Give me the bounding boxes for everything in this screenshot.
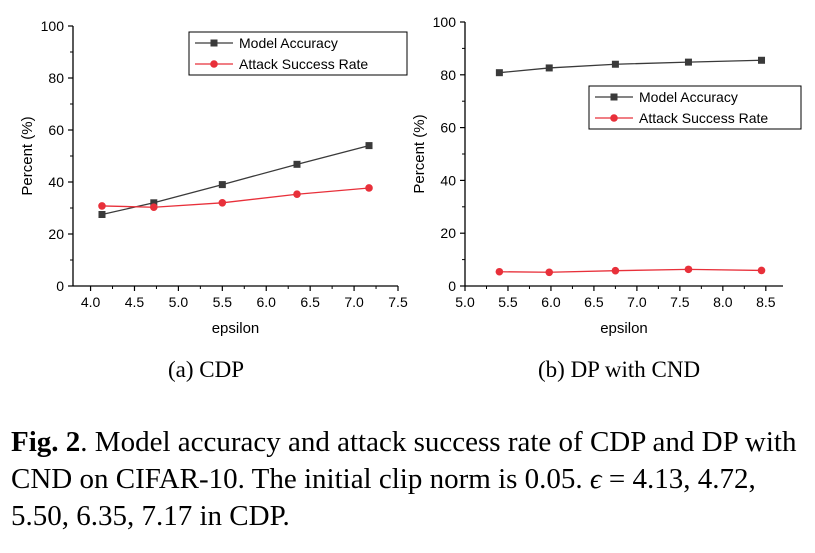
y-axis-label: Percent (%) (411, 114, 428, 193)
x-tick-label: 6.5 (584, 294, 604, 310)
chart-b: 0 20 40 60 80 100 5.0 5.5 6.0 6.5 7.0 7.5 8.0 8.5 epsi… (411, 14, 802, 337)
x-tick-label: 5.0 (455, 294, 475, 310)
data-point (218, 199, 227, 207)
figure-caption: Fig. 2. Model accuracy and attack succes… (11, 424, 806, 535)
y-tick-label: 60 (48, 122, 64, 138)
data-point (611, 266, 620, 275)
y-tick-label: 40 (440, 172, 456, 188)
y-tick-label: 80 (440, 67, 456, 83)
y-tick-label: 0 (56, 278, 64, 294)
legend-label: Model Accuracy (239, 35, 338, 51)
legend-box (588, 85, 802, 130)
y-axis-label: Percent (%) (19, 116, 36, 195)
data-point (684, 265, 693, 274)
data-point (365, 142, 373, 150)
data-point (495, 69, 503, 77)
data-point (365, 184, 373, 192)
y-tick-label: 0 (448, 278, 456, 294)
x-tick-label: 6.5 (300, 294, 320, 310)
series-line (499, 59, 762, 74)
data-point (98, 202, 106, 210)
data-point (757, 266, 766, 275)
legend-marker (610, 114, 618, 122)
series-attack-success-rate (495, 265, 766, 277)
data-point (758, 56, 766, 64)
data-point (293, 190, 301, 199)
x-tick-label: 5.5 (498, 294, 518, 310)
data-point (545, 64, 553, 72)
legend: Model Accuracy Attack Success Rate (188, 31, 408, 76)
x-tick-label: 6.0 (541, 294, 561, 310)
subcaption-b: (b) DP with CND (538, 357, 701, 382)
y-tick-label: 100 (41, 18, 65, 34)
data-point (684, 58, 692, 66)
y-tick-label: 20 (48, 226, 64, 242)
y-tick-label: 40 (48, 174, 64, 190)
x-tick-label: 7.5 (670, 294, 690, 310)
series-model-accuracy (495, 56, 766, 77)
x-tick-label: 4.5 (125, 294, 145, 310)
legend-marker (210, 60, 218, 68)
x-tick-label: 5.0 (169, 294, 189, 310)
caption-epsilon-text: = 4.13, 4.72, 5.50, 6.35, 7.17 in CDP. (11, 463, 756, 532)
legend-label: Attack Success Rate (239, 56, 368, 72)
series-line (499, 268, 762, 273)
legend-marker (210, 39, 218, 47)
subcaption-a: (a) CDP (168, 357, 245, 382)
series-attack-success-rate (98, 184, 373, 212)
y-tick-label: 100 (433, 14, 457, 30)
data-point (545, 268, 554, 277)
x-axis-label: epsilon (600, 320, 648, 337)
legend-marker (610, 93, 618, 101)
caption-epsilon-symbol: ϵ (589, 463, 602, 495)
legend-label: Model Accuracy (639, 89, 738, 105)
data-point (293, 160, 301, 168)
y-tick-label: 20 (440, 225, 456, 241)
x-tick-label: 6.0 (257, 294, 277, 310)
data-point (150, 199, 158, 207)
chart-a: 0 20 40 60 80 100 4.0 4.5 5.0 5.5 6.0 6.5 7.0 7.5 epsi… (19, 18, 408, 337)
x-tick-label: 4.0 (81, 294, 101, 310)
data-point (611, 60, 619, 68)
caption-text: . Model accuracy and attack success rate… (11, 426, 797, 495)
x-tick-label: 7.0 (627, 294, 647, 310)
data-point (218, 181, 226, 189)
x-tick-label: 5.5 (213, 294, 233, 310)
series-line (101, 144, 370, 216)
data-point (98, 211, 106, 218)
y-tick-label: 80 (48, 70, 64, 86)
y-tick-label: 60 (440, 120, 456, 136)
figure: 0 20 40 60 80 100 4.0 4.5 5.0 5.5 6.0 6.5 7.0 7.5 epsi… (19, 14, 802, 337)
series-line (101, 187, 370, 208)
data-point (495, 267, 504, 276)
x-tick-label: 7.0 (344, 294, 364, 310)
x-tick-label: 7.5 (388, 294, 408, 310)
x-tick-label: 8.0 (713, 294, 733, 310)
legend: Model Accuracy Attack Success Rate (588, 85, 802, 130)
data-point (150, 203, 158, 212)
caption-label: Fig. 2 (11, 426, 81, 458)
legend-box (188, 31, 408, 76)
x-tick-label: 8.5 (756, 294, 776, 310)
x-axis-label: epsilon (212, 320, 260, 337)
legend-label: Attack Success Rate (639, 110, 768, 126)
